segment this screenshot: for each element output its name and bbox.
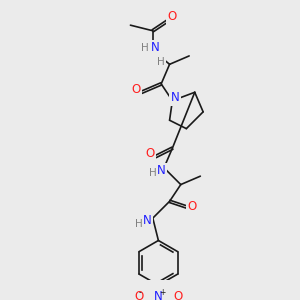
Text: H: H	[157, 56, 165, 67]
Text: N: N	[154, 290, 163, 300]
Text: O: O	[134, 290, 143, 300]
Text: H: H	[149, 168, 157, 178]
Text: -: -	[139, 288, 142, 297]
Text: N: N	[157, 164, 166, 177]
Text: H: H	[135, 219, 143, 229]
Text: O: O	[173, 290, 183, 300]
Text: N: N	[171, 92, 179, 104]
Text: H: H	[140, 43, 148, 52]
Text: N: N	[143, 214, 152, 227]
Text: O: O	[187, 200, 196, 213]
Text: N: N	[151, 41, 160, 54]
Text: O: O	[131, 83, 141, 96]
Text: O: O	[168, 10, 177, 23]
Text: O: O	[146, 147, 154, 160]
Text: +: +	[159, 288, 166, 297]
